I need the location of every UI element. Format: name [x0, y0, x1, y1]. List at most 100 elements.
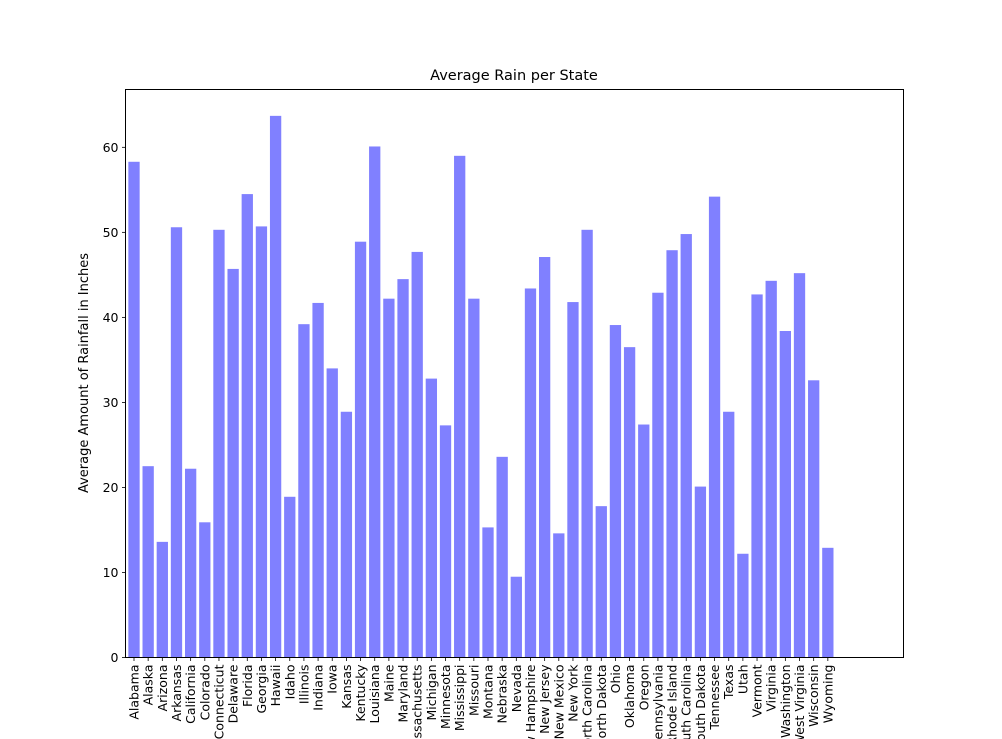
bar: [326, 368, 338, 658]
x-tick-label: Connecticut: [211, 664, 226, 739]
x-tick-label: Oklahoma: [622, 665, 637, 729]
x-tick-label: Arkansas: [169, 665, 184, 722]
y-tick-label: 10: [103, 565, 119, 580]
bar: [397, 279, 409, 658]
bar: [496, 456, 508, 658]
bar: [425, 378, 438, 658]
x-tick-label: Nebraska: [495, 665, 510, 724]
x-tick-label: Missouri: [466, 665, 481, 716]
bar: [524, 288, 537, 658]
x-axis-ticks: Alabama Alaska Arizona Arkansas California Co…: [127, 657, 835, 739]
x-tick-label: Massachusetts: [410, 665, 425, 739]
bar: [581, 229, 593, 658]
x-tick-label: South Dakota: [693, 665, 708, 739]
y-axis-ticks: 0 10 20 30 40 50 60: [103, 140, 126, 665]
bar: [822, 547, 834, 658]
x-tick-label: Kentucky: [353, 664, 368, 722]
bar: [241, 194, 253, 658]
bar: [213, 229, 225, 658]
bar: [383, 298, 395, 658]
x-tick-label: Alaska: [141, 665, 156, 706]
x-tick-label: Illinois: [296, 665, 311, 705]
bar: [808, 380, 820, 658]
bar: [255, 226, 268, 658]
bar: [708, 196, 721, 658]
x-tick-label: Texas: [721, 665, 736, 701]
bar: [510, 576, 522, 658]
x-tick-label: Tennessee: [707, 664, 722, 730]
x-tick-label: New Hampshire: [523, 664, 538, 739]
x-tick-label: New York: [565, 664, 580, 722]
bar: [411, 251, 423, 658]
bar: [354, 241, 367, 658]
bar: [538, 257, 551, 658]
bar: [553, 533, 565, 658]
bar: [142, 466, 154, 658]
bar: [765, 280, 777, 658]
bar: [737, 553, 749, 658]
x-tick-label: Oregon: [636, 665, 651, 711]
x-tick-label: Maryland: [396, 665, 411, 723]
x-tick-label: Rhode Island: [665, 665, 680, 739]
chart-title: Average Rain per State: [430, 68, 598, 84]
bar: [751, 294, 763, 658]
x-tick-label: Washington: [778, 665, 793, 738]
bar: [638, 424, 650, 658]
bar: [694, 486, 707, 658]
x-tick-label: North Carolina: [580, 665, 595, 739]
bar: [666, 250, 678, 658]
y-tick-label: 30: [103, 395, 119, 410]
x-tick-label: Montana: [481, 665, 496, 720]
bar: [609, 325, 622, 658]
x-tick-label: Wyoming: [820, 665, 835, 724]
bar: [482, 527, 494, 658]
x-tick-label: Arizona: [155, 665, 170, 712]
y-tick-label: 50: [103, 225, 119, 240]
bar: [312, 302, 324, 658]
y-tick-label: 20: [103, 480, 119, 495]
bar: [567, 302, 579, 658]
bar: [298, 324, 310, 658]
x-tick-label: North Dakota: [594, 665, 609, 739]
x-tick-label: Colorado: [197, 665, 212, 721]
bar: [170, 227, 183, 658]
plot-area-frame: [125, 89, 904, 658]
bar: [454, 155, 466, 658]
x-tick-label: South Carolina: [679, 665, 694, 739]
x-tick-label: Delaware: [226, 664, 241, 723]
x-tick-label: Nevada: [509, 665, 524, 713]
bar: [723, 411, 735, 658]
x-tick-label: California: [183, 665, 198, 724]
bar: [184, 468, 197, 658]
x-tick-label: Utah: [735, 665, 750, 695]
bar: [595, 506, 607, 658]
y-axis-label: Average Amount of Rainfall in Inches: [77, 253, 92, 493]
bar: [284, 496, 296, 658]
bar: [128, 161, 140, 658]
x-tick-label: Alabama: [127, 665, 142, 720]
x-tick-label: Idaho: [282, 665, 297, 700]
bar: [623, 347, 636, 658]
x-tick-label: Georgia: [254, 665, 269, 714]
x-tick-label: New Jersey: [537, 664, 552, 734]
x-tick-label: Iowa: [325, 665, 340, 694]
bar: [680, 234, 692, 658]
x-tick-label: Pennsylvania: [650, 665, 665, 739]
bar: [199, 522, 211, 658]
x-tick-label: Minnesota: [438, 665, 453, 730]
x-tick-label: Mississippi: [452, 665, 467, 732]
x-tick-label: Wisconsin: [806, 665, 821, 727]
bar: [156, 541, 168, 658]
x-tick-label: Louisiana: [367, 665, 382, 724]
bar: [652, 292, 664, 658]
x-tick-label: Ohio: [608, 665, 623, 694]
x-tick-label: Vermont: [750, 664, 765, 717]
x-tick-label: Kansas: [339, 665, 354, 709]
x-tick-label: Florida: [240, 665, 255, 708]
x-tick-label: West Virginia: [792, 665, 807, 739]
x-tick-label: Virginia: [764, 665, 779, 712]
y-tick-label: 0: [111, 650, 119, 665]
bar: [340, 411, 353, 658]
x-tick-label: Indiana: [311, 665, 326, 711]
